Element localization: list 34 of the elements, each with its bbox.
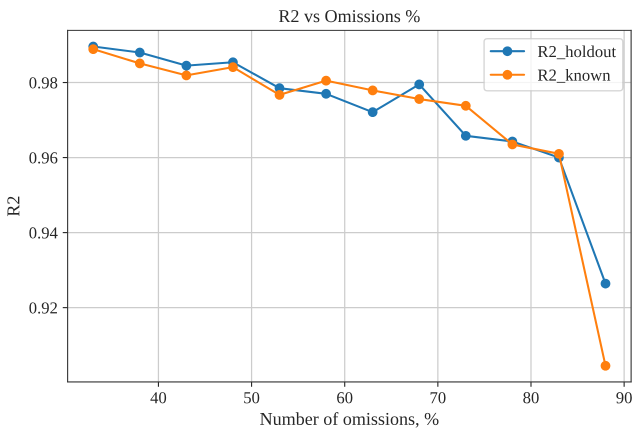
point <box>554 148 564 159</box>
y-tick-label: 0.94 <box>29 227 58 239</box>
point <box>182 70 192 80</box>
point <box>460 130 471 141</box>
point <box>134 58 145 68</box>
point <box>414 94 424 104</box>
chart-title: R2 vs Omissions % <box>278 10 420 22</box>
point <box>600 360 610 371</box>
point <box>88 44 98 54</box>
x-tick-label: 80 <box>523 392 539 404</box>
point <box>414 80 424 90</box>
point <box>274 90 284 100</box>
point <box>600 278 610 288</box>
x-tick-label: 60 <box>337 392 352 404</box>
point <box>460 100 471 111</box>
y-axis-title: R2 <box>7 196 20 216</box>
point <box>321 88 331 99</box>
y-tick-label: 0.96 <box>29 152 58 164</box>
x-tick-label: 90 <box>616 392 632 404</box>
point <box>228 62 238 72</box>
legend-label: R2_holdout <box>538 45 616 60</box>
y-tick-label: 0.92 <box>29 302 57 314</box>
point <box>182 60 192 71</box>
point <box>368 86 378 96</box>
x-tick-label: 40 <box>150 392 166 404</box>
legend-label: R2_known <box>538 69 610 83</box>
y-tick-label: 0.98 <box>29 77 58 89</box>
point <box>134 48 145 58</box>
point <box>508 140 518 150</box>
x-axis-title: Number of omissions, % <box>260 412 439 428</box>
x-tick-label: 50 <box>244 392 260 404</box>
point <box>321 76 331 86</box>
x-tick-label: 70 <box>430 392 446 404</box>
point <box>368 107 378 118</box>
